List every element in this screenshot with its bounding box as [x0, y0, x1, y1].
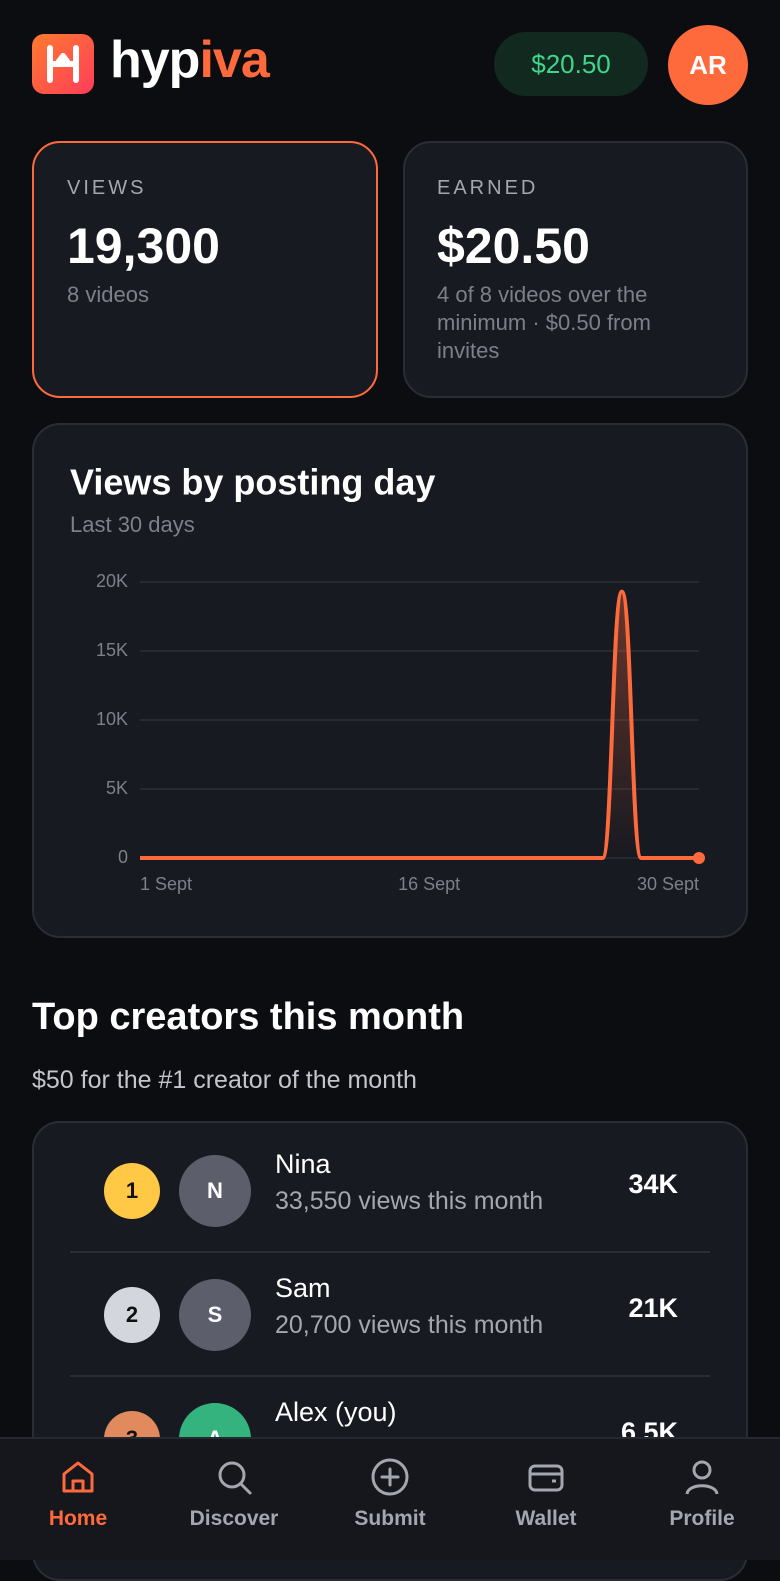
nav-label: Profile — [669, 1507, 735, 1530]
chart: Views by posting day Last 30 days 0 5K 10K… — [70, 462, 705, 894]
nav-label: Discover — [189, 1507, 279, 1530]
nav-submit[interactable]: Submit — [312, 1439, 468, 1560]
leader-row[interactable]: 2 S Sam 20,700 views this month 21K — [34, 1253, 746, 1377]
stat-note: 4 of 8 videos over the minimum · $0.50 f… — [437, 282, 651, 363]
creator-avatar: N — [179, 1155, 251, 1227]
earned-card: EARNED $20.50 4 of 8 videos over the min… — [403, 141, 748, 398]
x-tick-label: 30 Sept — [637, 874, 699, 894]
rank-badge: 1 — [104, 1163, 160, 1219]
chart-card: Views by posting day Last 30 days 0 5K 10K… — [32, 423, 748, 938]
nav-profile[interactable]: Profile — [624, 1439, 780, 1560]
creator-avatar: S — [179, 1279, 251, 1351]
icon-plus — [371, 1458, 409, 1496]
x-tick-label: 16 Sept — [398, 874, 460, 894]
section-subtitle: $50 for the #1 creator of the month — [32, 1066, 417, 1094]
creator-views: 21K — [628, 1293, 678, 1323]
y-tick-label: 20K — [96, 571, 128, 591]
stat-label: VIEWS — [67, 177, 147, 199]
y-tick-label: 0 — [118, 847, 128, 867]
end-point — [693, 852, 705, 864]
icon-search — [218, 1461, 252, 1495]
creator-views: 34K — [628, 1169, 678, 1199]
balance-pill[interactable]: $20.50 — [494, 32, 648, 96]
x-tick-label: 1 Sept — [140, 874, 192, 894]
creator-detail: 33,550 views this month — [275, 1187, 544, 1215]
section-title: Top creators this month — [32, 996, 465, 1038]
nav-home[interactable]: Home — [0, 1439, 156, 1560]
nav-wallet[interactable]: Wallet — [468, 1439, 624, 1560]
icon-profile — [685, 1460, 719, 1495]
nav-label: Submit — [354, 1507, 426, 1530]
y-tick-label: 10K — [96, 709, 128, 729]
stat-value: 19,300 — [67, 218, 220, 274]
stat-label: EARNED — [437, 177, 539, 199]
y-tick-label: 5K — [106, 778, 128, 798]
brand: hypiva — [110, 30, 270, 90]
nav-label: Home — [48, 1507, 108, 1530]
y-tick-label: 15K — [96, 640, 128, 660]
brand-second: iva — [199, 31, 269, 89]
rank-badge: 2 — [104, 1287, 160, 1343]
creator-name: Alex (you) — [275, 1397, 397, 1427]
logo-icon — [32, 34, 94, 94]
nav-discover[interactable]: Discover — [156, 1439, 312, 1560]
user-avatar[interactable]: AR — [668, 25, 748, 105]
nav-label: Wallet — [515, 1507, 577, 1530]
leader-row[interactable]: 1 N Nina 33,550 views this month 34K — [34, 1129, 746, 1253]
creator-name: Nina — [275, 1149, 331, 1179]
brand-first: hyp — [110, 31, 200, 89]
stat-value: $20.50 — [437, 218, 590, 274]
bottom-nav: Home Discover Submit Wallet Profile — [0, 1437, 780, 1560]
views-card: VIEWS 19,300 8 videos — [32, 141, 378, 398]
stat-note: 8 videos — [67, 282, 149, 307]
separator — [70, 1375, 710, 1377]
icon-home — [62, 1461, 94, 1493]
icon-wallet — [528, 1464, 564, 1492]
chart-title: Views by posting day — [70, 462, 435, 503]
creator-detail: 20,700 views this month — [275, 1311, 544, 1339]
chart-subtitle: Last 30 days — [70, 512, 195, 537]
creator-name: Sam — [275, 1273, 331, 1303]
separator — [70, 1251, 710, 1253]
line — [140, 589, 699, 860]
